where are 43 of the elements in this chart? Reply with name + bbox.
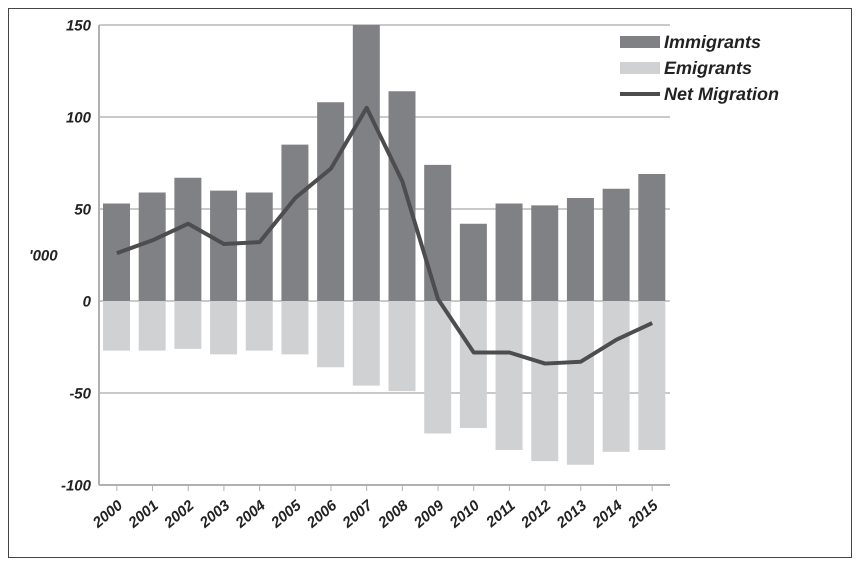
bar — [174, 301, 202, 349]
bar — [210, 301, 238, 354]
bar — [174, 178, 202, 301]
bar — [531, 301, 558, 462]
bar — [638, 174, 666, 301]
y-axis-title: '000 — [29, 247, 58, 264]
bar — [317, 301, 344, 368]
bar — [210, 190, 238, 301]
bar — [496, 301, 523, 450]
y-tick-label: 50 — [74, 201, 92, 218]
bar — [424, 164, 452, 301]
y-tick-label: -100 — [60, 477, 92, 494]
bar — [352, 301, 380, 386]
y-tick-label: 150 — [66, 17, 92, 34]
bar — [138, 301, 166, 351]
bar — [317, 102, 344, 301]
y-tick-label: -50 — [69, 385, 92, 402]
legend-label: Immigrants — [664, 32, 762, 52]
bar — [246, 192, 273, 301]
bar — [460, 301, 487, 428]
y-tick-label: 100 — [66, 109, 92, 126]
bar — [602, 301, 630, 452]
bar — [388, 91, 416, 301]
bar — [103, 203, 130, 301]
bar — [281, 301, 308, 354]
bar — [246, 301, 273, 351]
bar — [602, 188, 630, 301]
bar — [460, 224, 487, 301]
bar — [388, 301, 416, 392]
legend-label: Net Migration — [664, 84, 779, 104]
bar — [138, 192, 166, 301]
bar — [103, 301, 130, 351]
bar — [638, 301, 666, 450]
y-tick-label: 0 — [82, 293, 92, 310]
legend-label: Emigrants — [664, 58, 752, 78]
bar — [566, 198, 594, 301]
bar — [531, 205, 558, 301]
bar — [424, 301, 452, 434]
bar — [352, 25, 380, 301]
bar — [281, 144, 308, 301]
bar — [496, 203, 523, 301]
bar — [566, 301, 594, 465]
line-series — [114, 106, 654, 366]
